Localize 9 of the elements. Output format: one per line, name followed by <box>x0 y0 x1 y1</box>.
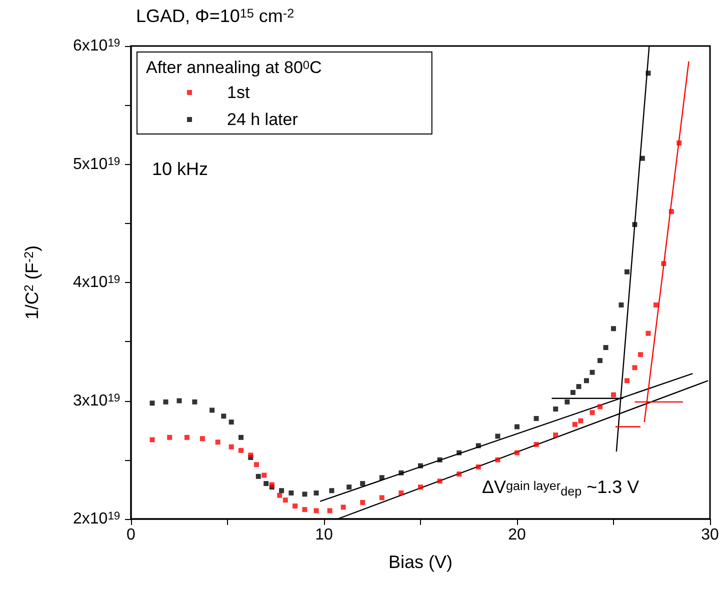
x-tick-label: 20 <box>508 526 526 544</box>
y-axis-title: 1/C2 (F-2) <box>22 245 42 320</box>
x-tick-label: 0 <box>126 526 136 544</box>
x-tick-label: 30 <box>701 526 719 544</box>
annotation: 10 kHz <box>152 159 208 179</box>
x-tick-label: 10 <box>315 526 333 544</box>
x-axis-title: Bias (V) <box>388 552 453 572</box>
legend-label: 1st <box>227 83 250 102</box>
legend-label: 24 h later <box>227 110 298 129</box>
